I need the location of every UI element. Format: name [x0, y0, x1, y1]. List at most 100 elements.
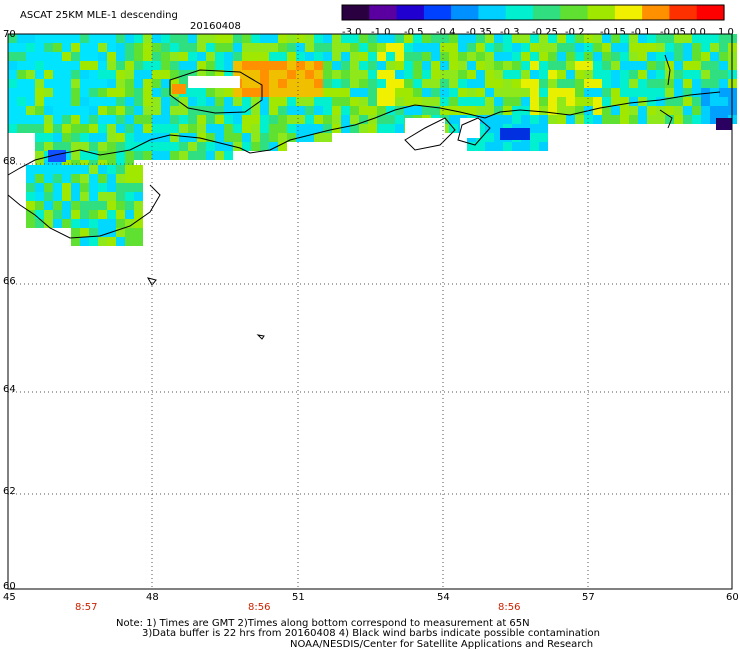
data-cell	[674, 52, 683, 61]
data-cell	[260, 106, 269, 115]
data-cell	[476, 97, 485, 106]
data-cell	[44, 106, 53, 115]
data-cell	[170, 61, 179, 70]
data-cell	[431, 97, 440, 106]
data-cell	[8, 61, 17, 70]
data-cell	[44, 79, 53, 88]
data-cell	[503, 115, 512, 124]
data-cell	[620, 43, 629, 52]
data-cell	[8, 43, 17, 52]
data-cell	[305, 106, 314, 115]
data-cell	[35, 43, 44, 52]
data-cell	[26, 97, 35, 106]
data-cell	[512, 142, 521, 151]
data-cell	[566, 79, 575, 88]
data-cell	[638, 34, 647, 43]
data-cell	[35, 115, 44, 124]
data-cell	[44, 192, 53, 201]
data-cell	[521, 88, 530, 97]
data-cell	[125, 79, 134, 88]
data-cell	[692, 52, 701, 61]
data-cell	[233, 133, 242, 142]
data-cell	[485, 88, 494, 97]
data-cell	[278, 106, 287, 115]
data-cell	[125, 210, 134, 219]
colorbar-tick-label: -0.4	[436, 27, 456, 38]
data-cell	[80, 88, 89, 97]
data-cell	[197, 61, 206, 70]
data-cell	[665, 106, 674, 115]
data-cell	[170, 133, 179, 142]
data-cell	[566, 115, 575, 124]
data-cell	[611, 88, 620, 97]
data-cell	[206, 151, 215, 160]
data-cell	[485, 115, 494, 124]
data-cell	[89, 142, 98, 151]
data-cell	[98, 210, 107, 219]
data-cell	[35, 34, 44, 43]
data-cell	[593, 106, 602, 115]
data-cell	[710, 34, 719, 43]
data-cell	[179, 124, 188, 133]
data-cell	[494, 97, 503, 106]
data-cell	[44, 124, 53, 133]
data-cell	[629, 88, 638, 97]
colorbar-swatch	[478, 5, 507, 20]
data-cell	[719, 79, 728, 88]
data-cell	[449, 43, 458, 52]
data-cell	[332, 88, 341, 97]
data-cell	[584, 115, 593, 124]
lat-label: 64	[3, 384, 16, 395]
data-cell	[566, 70, 575, 79]
data-cell	[503, 88, 512, 97]
data-cell	[548, 61, 557, 70]
data-cell	[503, 97, 512, 106]
data-cell	[566, 97, 575, 106]
data-cell	[62, 183, 71, 192]
data-cell	[467, 88, 476, 97]
data-cell	[530, 97, 539, 106]
data-cell	[719, 34, 728, 43]
data-cell	[521, 70, 530, 79]
data-cell	[458, 34, 467, 43]
data-cell	[125, 160, 134, 169]
data-cell	[287, 97, 296, 106]
data-cell	[305, 70, 314, 79]
data-cell	[125, 124, 134, 133]
data-cell	[53, 61, 62, 70]
colorbar-tick-label: -1.0	[371, 27, 391, 38]
data-cell	[116, 228, 125, 237]
data-cell	[476, 106, 485, 115]
data-cell	[233, 61, 242, 70]
data-cell	[134, 192, 143, 201]
data-cell	[80, 124, 89, 133]
data-cell	[314, 133, 323, 142]
data-cell	[224, 151, 233, 160]
data-cell	[125, 165, 134, 174]
data-cell	[674, 79, 683, 88]
lat-label: 70	[3, 29, 16, 40]
data-cell	[440, 61, 449, 70]
data-cell	[242, 52, 251, 61]
data-cell	[269, 88, 278, 97]
data-cell	[629, 97, 638, 106]
data-cell	[449, 79, 458, 88]
data-cell	[692, 79, 701, 88]
data-cell	[152, 79, 161, 88]
data-cell	[467, 34, 476, 43]
data-cell	[701, 88, 710, 97]
data-cell	[476, 124, 485, 133]
data-cell	[161, 52, 170, 61]
data-cell	[188, 124, 197, 133]
data-cell	[206, 88, 215, 97]
data-cell	[530, 115, 539, 124]
data-cell	[539, 88, 548, 97]
data-cell	[476, 133, 485, 142]
data-cell	[647, 97, 656, 106]
data-cell	[107, 133, 116, 142]
data-cell	[647, 106, 656, 115]
data-cell	[170, 151, 179, 160]
colorbar-swatch	[423, 5, 452, 20]
data-cell	[314, 88, 323, 97]
data-cell	[269, 133, 278, 142]
